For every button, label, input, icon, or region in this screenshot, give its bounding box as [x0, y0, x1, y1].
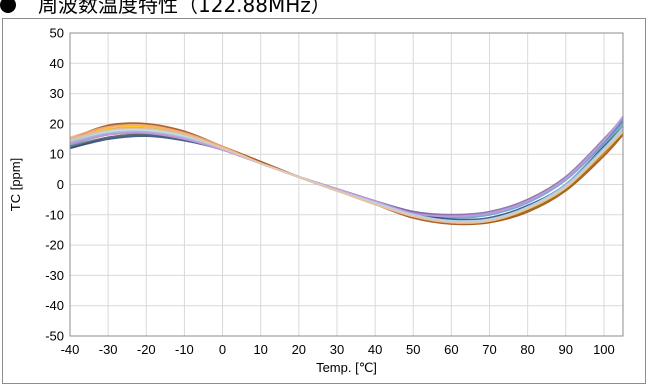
bullet-icon: [0, 0, 16, 13]
x-axis-title: Temp. [℃]: [316, 360, 377, 375]
x-tick-label: 40: [368, 342, 382, 357]
y-tick-label: 30: [50, 86, 64, 101]
x-tick-label: 70: [482, 342, 496, 357]
series-line-4: [69, 125, 624, 225]
series-line-12: [69, 123, 624, 224]
x-tick-label: 100: [593, 342, 615, 357]
page-title-text: 周波数温度特性（122.88MHz）: [38, 0, 331, 17]
y-tick-label: 40: [50, 56, 64, 71]
series-line-8: [69, 122, 624, 226]
y-tick-label: 0: [57, 177, 64, 192]
x-tick-label: -10: [175, 342, 194, 357]
y-axis-title: TC [ppm]: [8, 158, 23, 211]
x-tick-label: -30: [99, 342, 118, 357]
x-tick-label: 20: [292, 342, 306, 357]
chart-frame: -40 -30 -20 -10 0 10 20 30 40 50 60 70 80 90 100 50 40 3…: [2, 18, 646, 384]
y-tick-label: -30: [45, 268, 64, 283]
series-line-14: [69, 115, 624, 218]
series-group: [69, 115, 624, 226]
grid: [69, 32, 623, 337]
series-line-3: [69, 129, 624, 223]
x-tick-label: 10: [253, 342, 267, 357]
y-tick-label: 20: [50, 116, 64, 131]
series-line-15: [69, 127, 624, 223]
x-tick-label: 60: [444, 342, 458, 357]
x-tick-label: -40: [61, 342, 80, 357]
series-line-10: [69, 127, 624, 224]
x-tick-label: 80: [520, 342, 534, 357]
x-tick-label: 50: [406, 342, 420, 357]
x-tick-label: 0: [219, 342, 226, 357]
y-tick-label: 50: [50, 26, 64, 41]
y-tick-labels: 50 40 30 20 10 0 -10 -20 -30 -40 -50: [45, 26, 64, 344]
page-title: 周波数温度特性（122.88MHz）: [0, 0, 331, 17]
plot-area-border: [69, 32, 624, 337]
x-tick-label: 30: [330, 342, 344, 357]
y-tick-label: -40: [45, 298, 64, 313]
series-line-2: [69, 123, 624, 224]
line-chart: -40 -30 -20 -10 0 10 20 30 40 50 60 70 80 90 100 50403…: [8, 26, 624, 375]
x-tick-labels: -40 -30 -20 -10 0 10 20 30 40 50 60 70 80 90 100: [61, 342, 615, 357]
x-tick-label: -20: [137, 342, 156, 357]
y-tick-label: -50: [45, 329, 64, 344]
series-line-9: [69, 129, 624, 223]
y-tick-label: -20: [45, 238, 64, 253]
series-line-16: [69, 127, 624, 224]
x-tick-label: 90: [559, 342, 573, 357]
y-tick-label: -10: [45, 207, 64, 222]
y-tick-label: 10: [50, 147, 64, 162]
